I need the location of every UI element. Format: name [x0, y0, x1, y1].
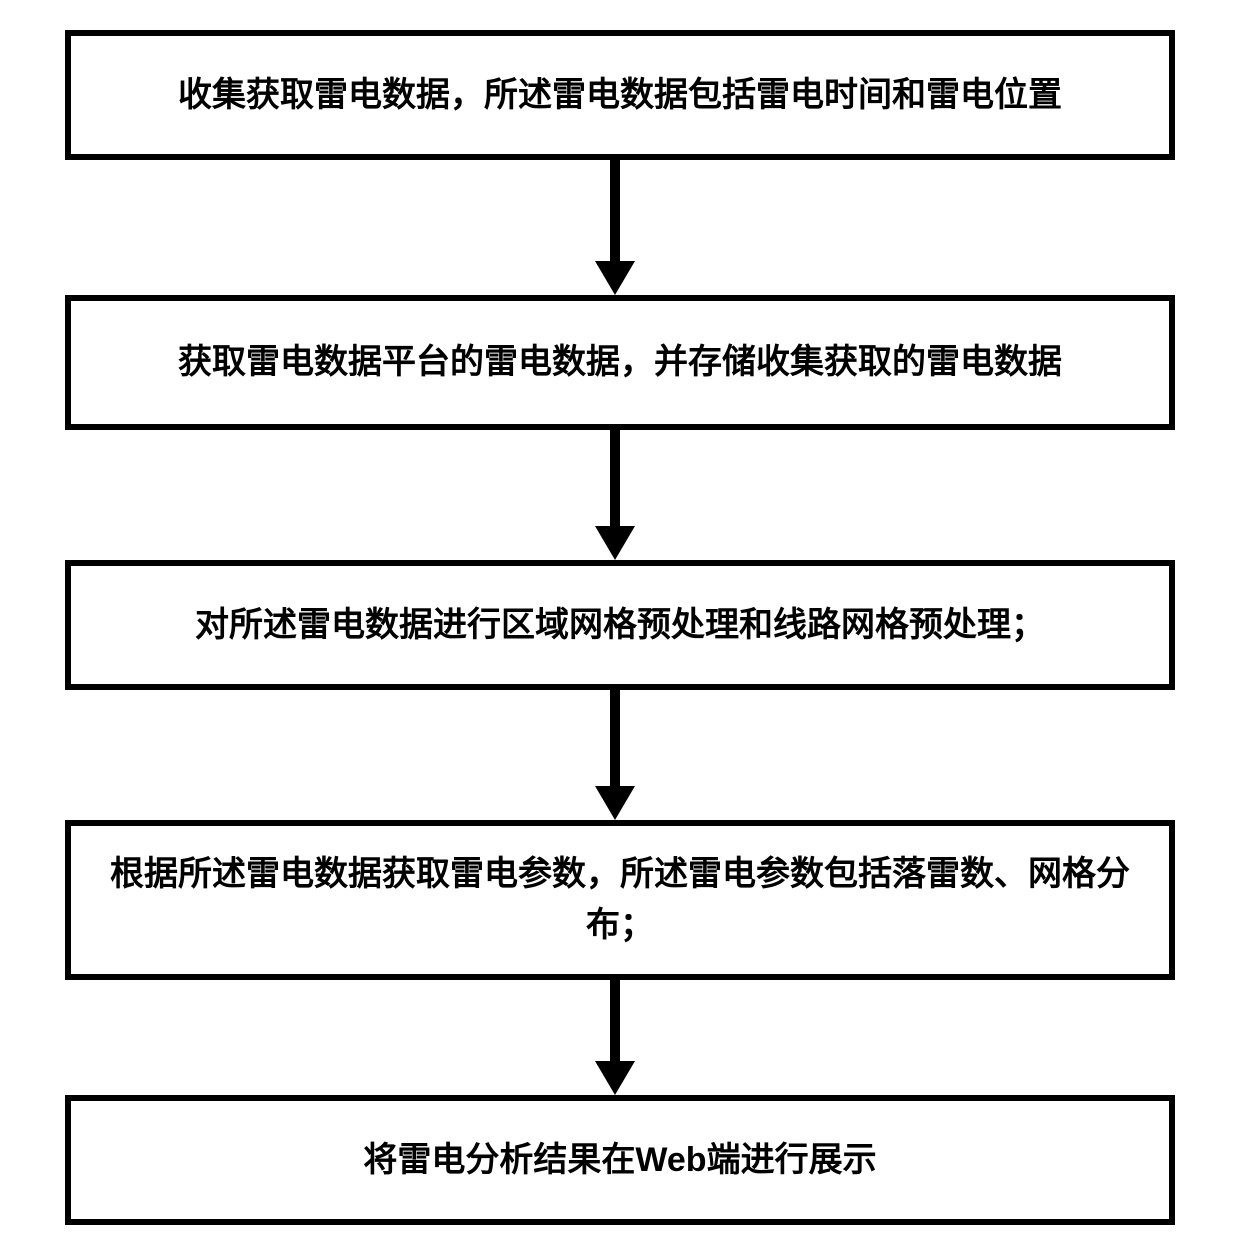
arrow-head-3	[595, 786, 635, 820]
arrow-head-2	[595, 526, 635, 560]
arrow-head-4	[595, 1061, 635, 1095]
arrow-shaft-1	[610, 160, 620, 261]
flow-node-n3: 对所述雷电数据进行区域网格预处理和线路网格预处理；	[65, 560, 1175, 690]
flow-node-n5: 将雷电分析结果在Web端进行展示	[65, 1095, 1175, 1225]
flow-node-text: 收集获取雷电数据，所述雷电数据包括雷电时间和雷电位置	[178, 70, 1062, 121]
flowchart-canvas: 收集获取雷电数据，所述雷电数据包括雷电时间和雷电位置获取雷电数据平台的雷电数据，…	[0, 0, 1240, 1259]
flow-node-n2: 获取雷电数据平台的雷电数据，并存储收集获取的雷电数据	[65, 295, 1175, 430]
arrow-shaft-4	[610, 980, 620, 1061]
flow-node-text: 对所述雷电数据进行区域网格预处理和线路网格预处理；	[195, 600, 1045, 651]
arrow-shaft-2	[610, 430, 620, 526]
arrow-shaft-3	[610, 690, 620, 786]
flow-node-n4: 根据所述雷电数据获取雷电参数，所述雷电参数包括落雷数、网格分布；	[65, 820, 1175, 980]
flow-node-text: 将雷电分析结果在Web端进行展示	[363, 1135, 876, 1186]
arrow-head-1	[595, 261, 635, 295]
flow-node-text: 获取雷电数据平台的雷电数据，并存储收集获取的雷电数据	[178, 337, 1062, 388]
flow-node-n1: 收集获取雷电数据，所述雷电数据包括雷电时间和雷电位置	[65, 30, 1175, 160]
flow-node-text: 根据所述雷电数据获取雷电参数，所述雷电参数包括落雷数、网格分布；	[91, 849, 1149, 951]
